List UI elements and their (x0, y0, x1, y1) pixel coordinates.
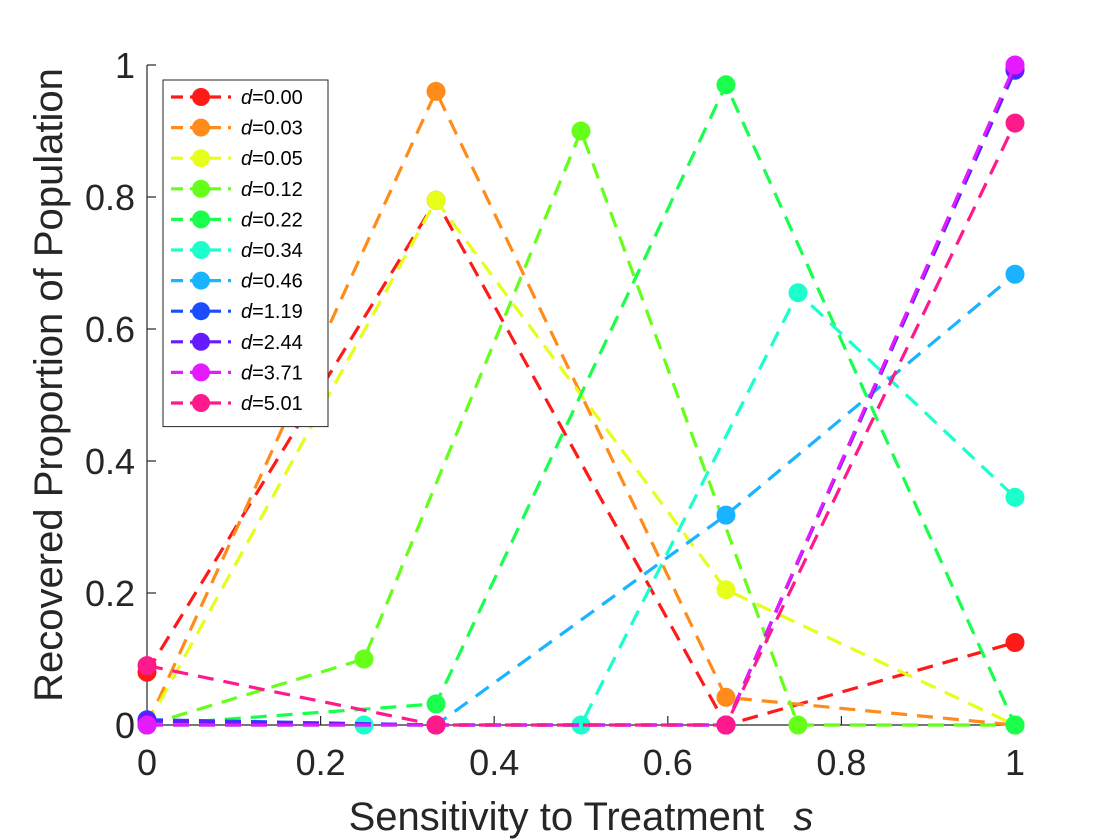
y-axis: 0 0.2 0.4 0.6 0.8 1 (85, 45, 156, 746)
data-point (426, 81, 446, 101)
legend: d=0.00 d=0.03 d=0.05 d=0.12 d=0.22 d=0.34 d=0.… (162, 79, 329, 428)
data-point (1005, 55, 1025, 75)
data-point (716, 580, 736, 600)
data-point (426, 694, 446, 714)
y-tick-label: 0.2 (85, 573, 135, 614)
legend-entry: d=0.05 (171, 148, 303, 170)
legend-box (162, 79, 329, 428)
data-point (716, 505, 736, 525)
data-point (426, 190, 446, 210)
x-tick-label: 0.8 (816, 742, 866, 783)
data-point (137, 656, 157, 676)
legend-label: d=2.44 (241, 332, 303, 354)
series-line (146, 122, 1017, 727)
series-10 (137, 113, 1025, 735)
legend-swatch-marker (192, 179, 210, 198)
legend-entry: d=0.34 (171, 240, 303, 262)
legend-swatch-marker (192, 241, 210, 259)
data-point (137, 715, 157, 735)
y-axis-label: Recovered Proportion of Population (27, 68, 71, 702)
data-point (1005, 715, 1025, 735)
data-point (571, 121, 591, 141)
x-axis-label: Sensitivity to Treatment s (349, 795, 814, 839)
x-axis-label-variable: s (793, 795, 813, 839)
data-point (354, 649, 374, 669)
legend-swatch-marker (192, 210, 210, 229)
data-point (788, 715, 808, 735)
legend-entry: d=0.03 (171, 118, 303, 140)
x-tick-label: 0.6 (643, 742, 693, 783)
x-tick-label: 0.4 (469, 742, 519, 783)
legend-label: d=5.01 (241, 393, 303, 415)
data-point (1005, 264, 1025, 284)
y-tick-label: 0 (115, 705, 135, 746)
legend-swatch-marker (192, 118, 210, 137)
data-point (1005, 487, 1025, 507)
data-point (716, 687, 736, 707)
legend-entry: d=1.19 (171, 301, 303, 323)
legend-entry: d=0.46 (171, 271, 303, 293)
x-tick-label: 0.2 (296, 742, 346, 783)
legend-entry: d=5.01 (171, 393, 303, 415)
legend-swatch-marker (192, 149, 210, 168)
data-point (716, 715, 736, 735)
x-axis-label-text: Sensitivity to Treatment (349, 795, 765, 839)
legend-label: d=0.22 (241, 209, 303, 231)
legend-entry: d=2.44 (171, 332, 303, 354)
legend-label: d=1.19 (241, 301, 303, 323)
series-line (145, 197, 1016, 727)
x-axis: 0 0.2 0.4 0.6 0.8 1 (137, 716, 1025, 783)
y-tick-label: 1 (115, 45, 135, 86)
y-tick-label: 0.4 (85, 441, 135, 482)
series-line (146, 80, 1017, 727)
x-tick-label: 1 (1005, 742, 1025, 783)
legend-label: d=3.71 (241, 362, 303, 384)
legend-label: d=0.34 (241, 240, 303, 262)
legend-swatch-marker (192, 394, 210, 412)
legend-swatch-marker (192, 271, 210, 290)
data-point (788, 283, 808, 303)
data-point (716, 75, 736, 95)
legend-label: d=0.46 (241, 271, 303, 293)
series-4 (137, 75, 1025, 735)
legend-swatch-marker (192, 363, 210, 382)
legend-entry: d=0.00 (171, 87, 303, 109)
data-point (426, 715, 446, 735)
y-tick-label: 0.6 (85, 309, 135, 350)
legend-swatch-marker (192, 332, 210, 351)
legend-entry: d=0.22 (171, 209, 303, 231)
legend-entry: d=3.71 (171, 362, 303, 384)
data-point (1005, 113, 1025, 133)
legend-label: d=0.12 (241, 179, 303, 201)
legend-label: d=0.05 (241, 148, 303, 170)
legend-swatch-marker (192, 88, 210, 106)
legend-entry: d=0.12 (171, 179, 303, 201)
legend-swatch-marker (192, 302, 210, 321)
legend-label: d=0.03 (241, 118, 303, 140)
series-line (147, 64, 1017, 727)
x-tick-label: 0 (137, 742, 157, 783)
y-tick-label: 0.8 (85, 177, 135, 218)
data-point (1005, 633, 1025, 652)
legend-label: d=0.00 (241, 87, 303, 109)
